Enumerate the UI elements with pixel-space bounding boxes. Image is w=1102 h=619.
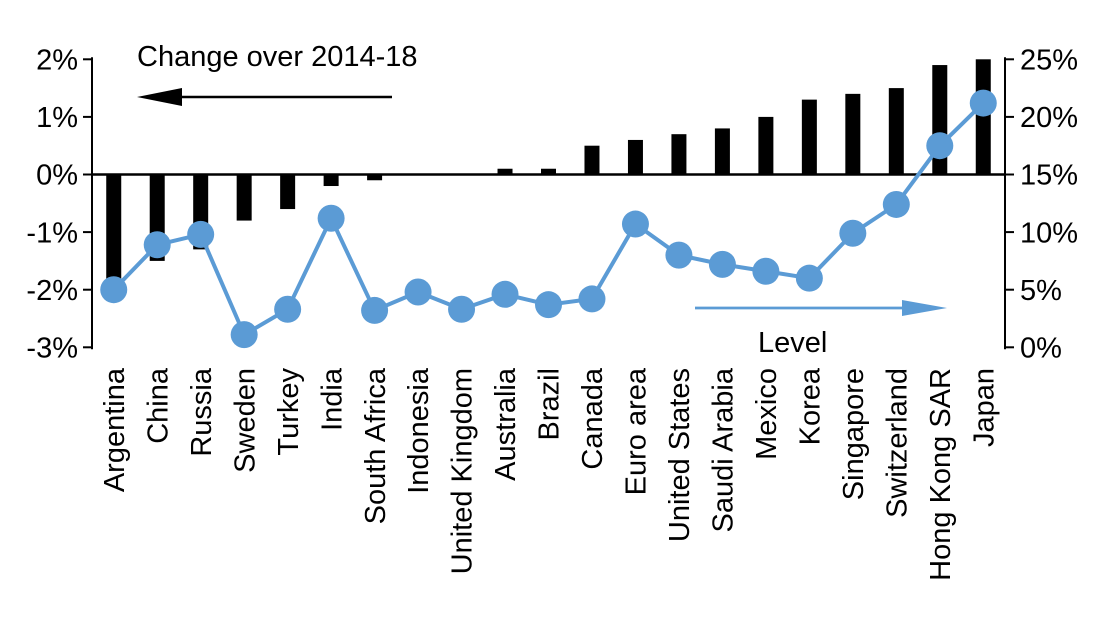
level-point-Saudi Arabia <box>708 250 736 278</box>
level-point-Canada <box>578 285 606 313</box>
level-point-Russia <box>187 220 215 248</box>
chart-title: Change over 2014-18 <box>137 41 418 73</box>
x-category-label-Turkey: Turkey <box>273 368 305 456</box>
right-axis-tick-label: 20% <box>1020 102 1078 134</box>
right-axis-tick-label: 25% <box>1020 44 1078 76</box>
level-point-Brazil <box>535 291 562 319</box>
x-category-label-Russia: Russia <box>186 367 218 457</box>
right-axis-tick-label: 15% <box>1020 160 1078 192</box>
right-axis-tick-label: 0% <box>1020 332 1062 364</box>
left-arrow-head <box>137 88 182 106</box>
bar-Canada <box>584 145 600 175</box>
level-point-Indonesia <box>404 278 432 306</box>
level-point-Argentina <box>100 276 128 304</box>
x-category-label-Singapore: Singapore <box>838 368 870 500</box>
level-point-Switzerland <box>882 190 910 218</box>
x-category-label-South Africa: South Africa <box>360 367 392 524</box>
bar-United States <box>671 134 687 175</box>
x-category-label-Indonesia: Indonesia <box>403 367 435 494</box>
bar-South Africa <box>367 174 383 181</box>
bar-Argentina <box>106 174 122 290</box>
x-category-label-Mexico: Mexico <box>751 368 783 460</box>
x-category-label-Australia: Australia <box>490 367 522 481</box>
bar-Singapore <box>845 93 861 175</box>
level-point-United States <box>665 241 693 269</box>
right-arrow-head <box>902 300 947 316</box>
level-point-Australia <box>491 280 519 308</box>
x-category-label-Canada: Canada <box>577 367 609 469</box>
left-axis-tick-label: 1% <box>36 102 78 134</box>
level-point-Japan <box>969 89 997 117</box>
level-point-Turkey <box>274 295 302 323</box>
x-category-label-Saudi Arabia: Saudi Arabia <box>708 367 740 532</box>
level-point-China <box>143 231 171 259</box>
bar-Sweden <box>236 174 252 221</box>
left-axis-tick-label: -2% <box>26 275 78 307</box>
level-label: Level <box>758 327 827 359</box>
x-category-label-Switzerland: Switzerland <box>881 368 913 518</box>
bar-Brazil <box>541 168 556 175</box>
x-category-label-Sweden: Sweden <box>229 368 261 473</box>
bar-Euro area <box>627 139 643 175</box>
x-category-label-Korea: Korea <box>795 367 827 445</box>
level-point-South Africa <box>361 296 389 324</box>
level-point-Mexico <box>752 257 780 285</box>
x-category-label-India: India <box>316 367 348 431</box>
right-axis-tick-label: 10% <box>1020 217 1078 249</box>
bar-Australia <box>497 168 513 175</box>
x-category-label-Argentina: Argentina <box>99 367 131 492</box>
level-point-Hong Kong SAR <box>926 132 954 160</box>
x-category-label-Japan: Japan <box>968 368 1000 447</box>
bar-Korea <box>801 99 817 175</box>
left-axis-tick-label: -1% <box>26 217 78 249</box>
bar-Turkey <box>280 174 296 210</box>
left-axis-tick-label: -3% <box>26 332 78 364</box>
x-category-label-Hong Kong SAR: Hong Kong SAR <box>925 368 957 581</box>
level-point-India <box>317 204 345 232</box>
level-point-Korea <box>795 264 823 292</box>
level-point-United Kingdom <box>448 295 476 323</box>
x-category-label-Euro area: Euro area <box>621 367 653 495</box>
x-category-label-Brazil: Brazil <box>534 368 566 441</box>
x-category-label-United Kingdom: United Kingdom <box>447 368 479 574</box>
level-point-Sweden <box>230 321 258 349</box>
left-axis-tick-label: 2% <box>36 44 78 76</box>
right-axis-tick-label: 5% <box>1020 275 1062 307</box>
bar-India <box>323 174 339 187</box>
bar-Mexico <box>758 116 774 175</box>
bar-Switzerland <box>888 88 904 175</box>
level-point-Singapore <box>839 219 867 247</box>
x-category-label-China: China <box>142 367 174 444</box>
left-axis-tick-label: 0% <box>36 160 78 192</box>
bar-Japan <box>975 59 991 175</box>
level-point-Euro area <box>621 210 649 238</box>
bar-Saudi Arabia <box>714 128 730 175</box>
x-category-label-United States: United States <box>664 368 696 542</box>
